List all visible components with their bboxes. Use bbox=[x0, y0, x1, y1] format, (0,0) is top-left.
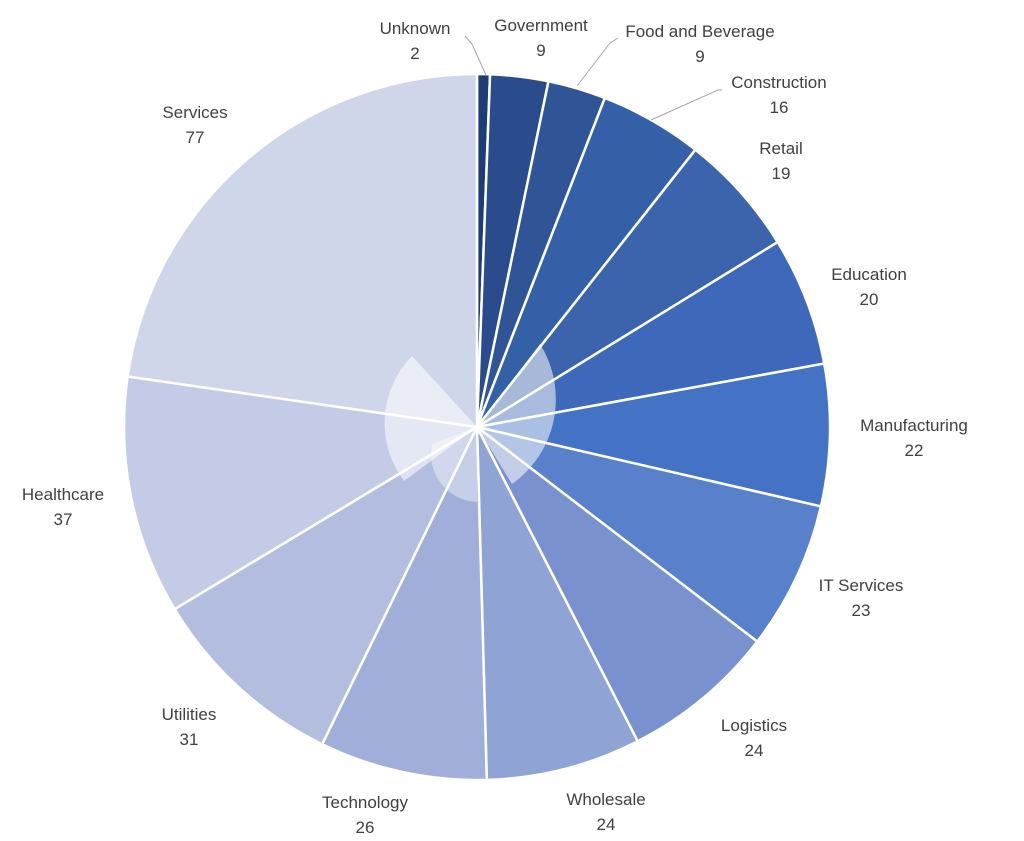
leader-line bbox=[464, 35, 487, 76]
data-label-it-services: IT Services 23 bbox=[819, 576, 904, 620]
data-label-category: Food and Beverage bbox=[625, 22, 774, 41]
data-label-category: Education bbox=[831, 265, 907, 284]
pie-slice-technology bbox=[320, 426, 489, 782]
leader-lines bbox=[464, 35, 722, 121]
data-label-unknown: Unknown 2 bbox=[380, 19, 451, 63]
data-label-value: 37 bbox=[54, 510, 73, 529]
data-label-value: 19 bbox=[772, 164, 791, 183]
data-label-construction: Construction 16 bbox=[731, 73, 826, 117]
data-label-value: 9 bbox=[536, 41, 545, 60]
data-label-utilities: Utilities 31 bbox=[162, 705, 217, 749]
data-label-category: Manufacturing bbox=[860, 416, 968, 435]
data-label-category: Wholesale bbox=[566, 790, 645, 809]
data-label-services: Services 77 bbox=[162, 103, 227, 147]
data-label-category: Government bbox=[494, 16, 588, 35]
data-label-value: 16 bbox=[770, 98, 789, 117]
data-label-value: 24 bbox=[597, 815, 616, 834]
data-label-value: 9 bbox=[695, 47, 704, 66]
pie-slice-education bbox=[476, 240, 826, 429]
pie-slice-wholesale bbox=[475, 426, 640, 782]
data-label-technology: Technology 26 bbox=[322, 793, 409, 837]
pie-slices bbox=[122, 72, 832, 782]
data-label-healthcare: Healthcare 37 bbox=[22, 485, 104, 529]
data-label-value: 2 bbox=[410, 44, 419, 63]
leader-line bbox=[650, 89, 722, 121]
data-label-category: Construction bbox=[731, 73, 826, 92]
data-label-category: Logistics bbox=[721, 716, 787, 735]
data-label-logistics: Logistics 24 bbox=[721, 716, 787, 760]
data-label-category: IT Services bbox=[819, 576, 904, 595]
center-watermark bbox=[384, 344, 556, 502]
data-label-value: 77 bbox=[186, 128, 205, 147]
data-label-wholesale: Wholesale 24 bbox=[566, 790, 645, 834]
data-label-value: 20 bbox=[860, 290, 879, 309]
data-label-value: 31 bbox=[180, 730, 199, 749]
data-label-category: Unknown bbox=[380, 19, 451, 38]
data-labels: Unknown 2 Government 9 Food and Beverage 9 Con… bbox=[22, 16, 968, 837]
pie-slice-manufacturing bbox=[476, 362, 832, 508]
data-label-category: Services bbox=[162, 103, 227, 122]
data-label-category: Healthcare bbox=[22, 485, 104, 504]
data-label-food-and-beverage: Food and Beverage 9 bbox=[625, 22, 774, 66]
pie-slice-it-services bbox=[476, 425, 823, 644]
pie-slice-services bbox=[126, 72, 479, 429]
data-label-value: 26 bbox=[356, 818, 375, 837]
data-label-value: 22 bbox=[905, 441, 924, 460]
leader-line bbox=[576, 37, 619, 87]
data-label-category: Retail bbox=[759, 139, 802, 158]
data-label-manufacturing: Manufacturing 22 bbox=[860, 416, 968, 460]
pie-slice-logistics bbox=[475, 426, 760, 743]
data-label-education: Education 20 bbox=[831, 265, 907, 309]
data-label-value: 24 bbox=[745, 741, 764, 760]
pie-slice-utilities bbox=[172, 423, 480, 746]
data-label-value: 23 bbox=[852, 601, 871, 620]
data-label-retail: Retail 19 bbox=[759, 139, 802, 183]
data-label-government: Government 9 bbox=[494, 16, 588, 60]
data-label-category: Utilities bbox=[162, 705, 217, 724]
data-label-category: Technology bbox=[322, 793, 409, 812]
